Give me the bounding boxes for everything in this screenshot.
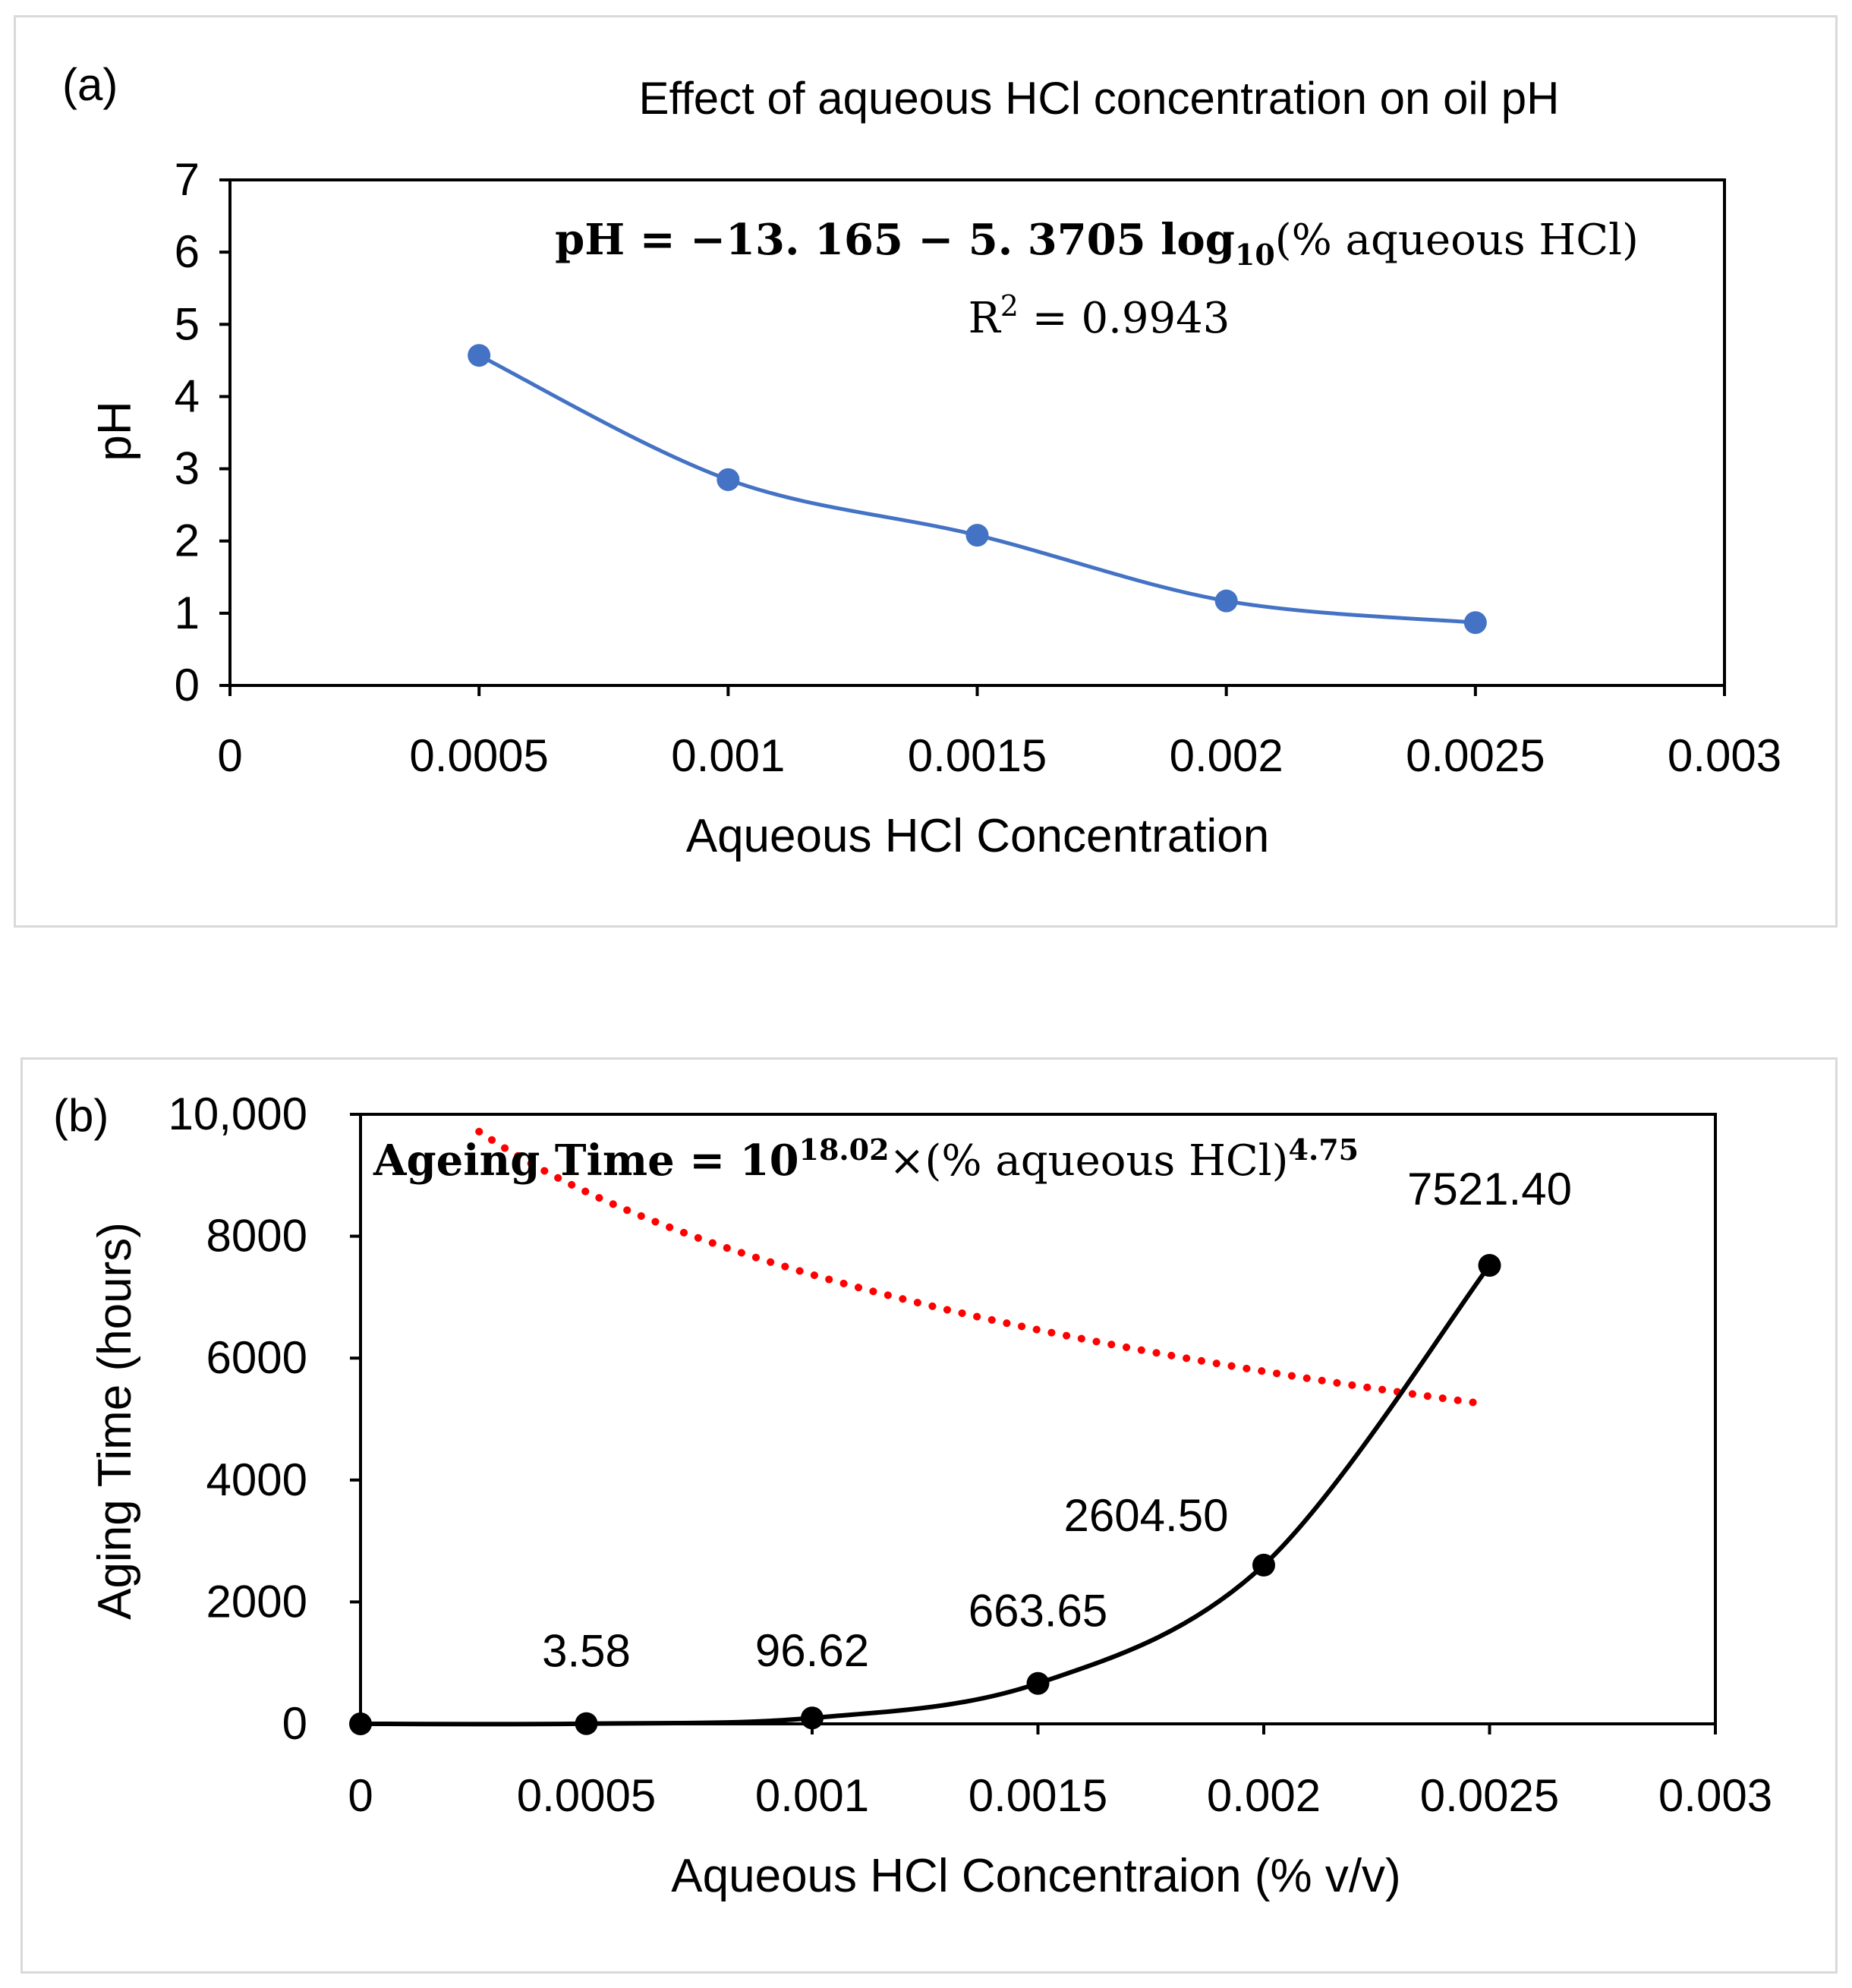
data-point-b [1478, 1254, 1501, 1278]
data-point-a [1214, 589, 1238, 613]
data-point-a [1463, 611, 1487, 635]
y-tick-label-a: 2 [175, 515, 200, 566]
y-tick-label-a: 6 [175, 226, 200, 277]
y-tick-label-b: 10,000 [168, 1089, 307, 1139]
x-tick-label-b: 0.0005 [517, 1770, 657, 1821]
panel-label-b: (b) [53, 1090, 109, 1141]
y-tick-label-b: 6000 [206, 1332, 307, 1383]
x-axis-label-b: Aqueous HCl Concentraion (% v/v) [671, 1850, 1400, 1902]
x-tick-label-b: 0.0015 [969, 1770, 1108, 1821]
y-tick-label-a: 7 [175, 154, 200, 205]
x-tick-label-a: 0.003 [1668, 730, 1781, 781]
x-axis-label-a: Aqueous HCl Concentration [686, 810, 1270, 862]
data-label-b: 2604.50 [1064, 1490, 1229, 1541]
data-point-a [717, 468, 740, 491]
x-tick-label-a: 0.0025 [1406, 730, 1545, 781]
y-tick-label-a: 3 [175, 443, 200, 494]
y-tick-label-a: 0 [175, 660, 200, 710]
x-tick-label-a: 0 [217, 730, 242, 781]
y-axis-label-b: Aging Time (hours) [89, 1222, 141, 1620]
panel-label-a: (a) [62, 59, 118, 110]
y-tick-label-a: 5 [175, 298, 200, 349]
x-tick-label-b: 0.0025 [1420, 1770, 1560, 1821]
data-point-b [1026, 1671, 1050, 1695]
data-label-b: 7521.40 [1407, 1164, 1572, 1215]
data-label-b: 663.65 [969, 1586, 1108, 1637]
x-tick-label-a: 0.001 [671, 730, 785, 781]
x-tick-label-b: 0.001 [755, 1770, 869, 1821]
x-tick-label-b: 0 [348, 1770, 373, 1821]
x-tick-label-a: 0.0005 [409, 730, 549, 781]
data-point-b [575, 1712, 598, 1735]
chart-panel-b [20, 1057, 1838, 1974]
data-point-b [1252, 1553, 1275, 1577]
chart-title-a: Effect of aqueous HCl concentration on o… [639, 73, 1560, 124]
r-squared-a: R2 = 0.9943 [969, 289, 1230, 343]
trendline-a [475, 1127, 1479, 1407]
chart-panel-a [14, 15, 1838, 928]
data-point-a [468, 344, 491, 367]
y-tick-label-b: 2000 [206, 1576, 307, 1627]
data-label-b: 96.62 [755, 1625, 869, 1676]
y-tick-label-a: 4 [175, 370, 200, 421]
x-tick-label-a: 0.0015 [908, 730, 1047, 781]
y-tick-label-b: 8000 [206, 1211, 307, 1262]
model-equation-b: Ageing Time = 1018.02×(% aqueous HCl)4.7… [373, 1133, 1359, 1186]
x-tick-label-a: 0.002 [1170, 730, 1283, 781]
y-tick-label-a: 1 [175, 588, 200, 638]
series-line-a [478, 353, 1476, 625]
y-tick-label-b: 4000 [206, 1454, 307, 1505]
data-point-b [349, 1712, 372, 1735]
x-tick-label-b: 0.003 [1658, 1770, 1772, 1821]
data-point-a [965, 524, 989, 547]
x-tick-label-b: 0.002 [1207, 1770, 1321, 1821]
y-tick-label-b: 0 [282, 1698, 307, 1749]
trendline-equation-a: pH = −13. 165 − 5. 3705 log10(% aqueous … [555, 215, 1639, 272]
y-axis-label-a: pH [89, 401, 141, 461]
data-point-b [801, 1706, 824, 1730]
data-label-b: 3.58 [542, 1626, 631, 1677]
series-line-b [360, 1264, 1491, 1727]
